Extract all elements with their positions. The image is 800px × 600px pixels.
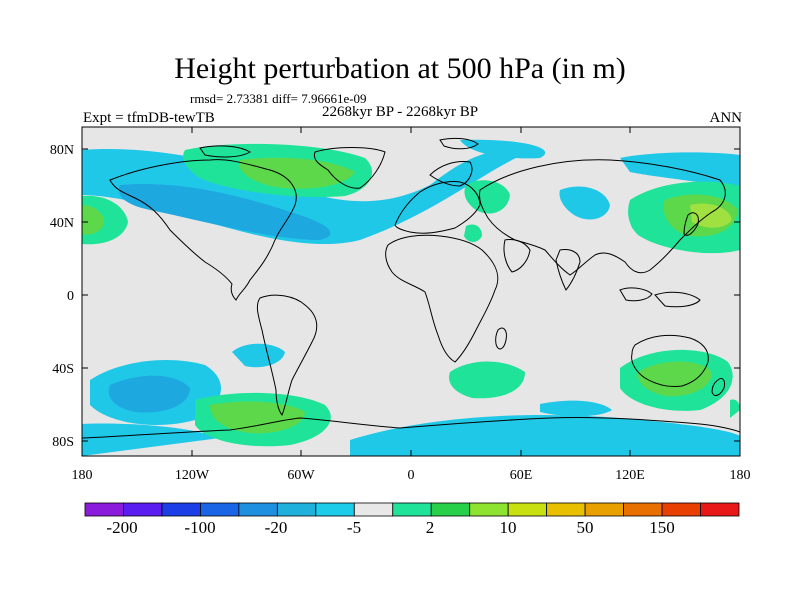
lat-label: 80N	[50, 143, 74, 158]
colorbar-label: 2	[425, 518, 435, 537]
colorbar-box	[700, 502, 740, 517]
colorbar-box	[276, 502, 317, 517]
colorbar	[84, 502, 740, 517]
colorbar-box	[238, 502, 278, 517]
colorbar-box	[546, 502, 586, 517]
longitude-labels: 180 120W 60W 0 60E 120E 180	[72, 468, 751, 483]
lon-label: 120W	[175, 468, 210, 483]
coastlines	[82, 137, 740, 439]
colorbar-box	[315, 502, 355, 517]
colorbar-label: -5	[346, 518, 362, 537]
colorbar-box	[392, 502, 432, 517]
lon-label: 120E	[615, 468, 645, 483]
colorbar-box	[123, 502, 163, 517]
axis-ticks	[82, 127, 740, 456]
latitude-labels: 80N 40N 0 40S 80S	[50, 143, 74, 450]
experiment-label: Expt = tfmDB-tewTB	[83, 110, 215, 126]
colorbar-box	[507, 502, 548, 517]
season-label: ANN	[709, 110, 743, 126]
lat-label: 80S	[52, 435, 74, 450]
lat-label: 40S	[52, 362, 74, 377]
colorbar-box	[623, 502, 663, 517]
colorbar-box	[84, 502, 124, 517]
colorbar-label: -20	[264, 518, 288, 537]
lat-label: 40N	[50, 216, 74, 231]
lon-label: 60E	[510, 468, 533, 483]
colorbar-box	[161, 502, 201, 517]
colorbar-label: -200	[106, 518, 138, 537]
colorbar-box	[584, 502, 624, 517]
rmsd-diff-stats: rmsd= 2.73381 diff= 7.96661e-09	[190, 91, 367, 106]
colorbar-box	[469, 502, 509, 517]
lon-label: 0	[408, 468, 415, 483]
colorbar-label: 10	[499, 518, 517, 537]
colorbar-box	[430, 502, 471, 517]
lon-label: 180	[72, 468, 93, 483]
map-plot-area	[82, 127, 740, 456]
colorbar-box	[200, 502, 240, 517]
map-title: Height perturbation at 500 hPa (in m)	[174, 52, 626, 85]
colorbar-box	[661, 502, 701, 517]
colorbar-label: -100	[184, 518, 216, 537]
lon-label: 60W	[287, 468, 315, 483]
lat-label: 0	[67, 289, 74, 304]
lon-label: 180	[730, 468, 751, 483]
colorbar-label: 50	[576, 518, 594, 537]
colorbar-label: 150	[649, 518, 675, 537]
period-label: 2268kyr BP - 2268kyr BP	[322, 104, 479, 120]
colorbar-box	[353, 502, 394, 517]
